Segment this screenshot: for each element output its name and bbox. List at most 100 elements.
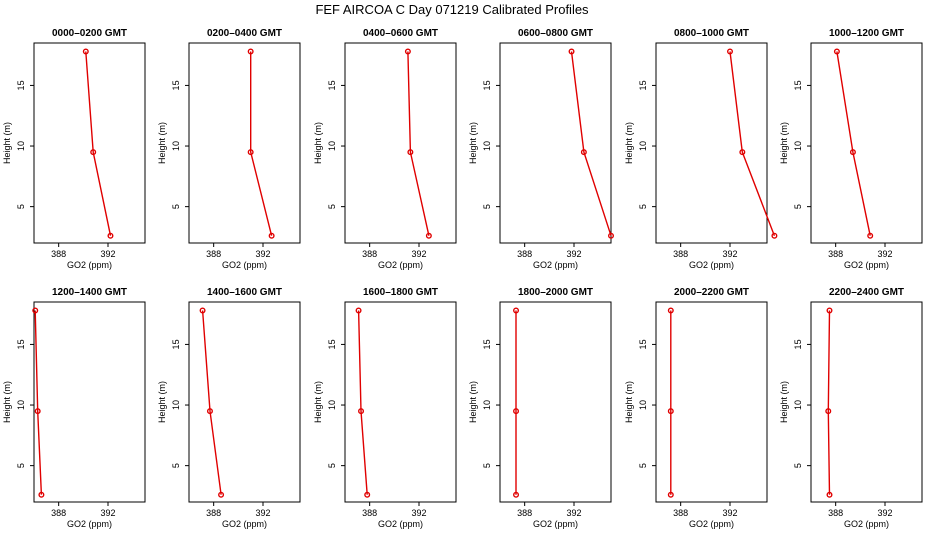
data-point — [107, 232, 114, 239]
data-point — [34, 408, 41, 415]
y-tick-label: 5 — [171, 463, 181, 468]
co2-profile-line — [85, 51, 112, 236]
y-tick-label: 15 — [16, 339, 26, 349]
x-tick-label: 388 — [828, 249, 843, 259]
data-point — [407, 149, 414, 156]
co2-profile-line — [827, 310, 831, 495]
co2-profile-line — [357, 310, 368, 495]
co2-profile-line — [34, 310, 43, 495]
data-point — [32, 307, 39, 314]
profile-panel: 0000–0200 GMT 388 392 5 10 15 GO2 (ppm) Height … — [2, 28, 146, 270]
panels-grid: 0000–0200 GMT 388 392 5 10 15 GO2 (ppm) Height … — [2, 28, 923, 529]
x-tick-label: 392 — [411, 249, 426, 259]
panel-title: 1200–1400 GMT — [52, 287, 127, 298]
y-tick-label: 5 — [793, 463, 803, 468]
data-point — [826, 491, 833, 498]
profile-panel: 0200–0400 GMT 388 392 5 10 15 GO2 (ppm) Height … — [157, 28, 301, 270]
co2-profile-line — [570, 51, 612, 236]
y-tick-label: 15 — [793, 339, 803, 349]
x-axis-label: GO2 (ppm) — [844, 260, 889, 270]
x-axis-label: GO2 (ppm) — [67, 519, 112, 529]
panel-title: 1400–1600 GMT — [207, 287, 282, 298]
y-tick-label: 10 — [482, 400, 492, 410]
x-tick-label: 392 — [100, 508, 115, 518]
co2-profile-line — [201, 310, 222, 495]
profile-panel: 0800–1000 GMT 388 392 5 10 15 GO2 (ppm) Height … — [624, 28, 778, 270]
x-tick-label: 392 — [722, 508, 737, 518]
y-tick-label: 5 — [638, 463, 648, 468]
y-tick-label: 10 — [171, 400, 181, 410]
y-tick-label: 10 — [793, 400, 803, 410]
panel-title: 2200–2400 GMT — [829, 287, 904, 298]
y-tick-label: 10 — [482, 141, 492, 151]
x-tick-label: 388 — [362, 508, 377, 518]
figure-title: FEF AIRCOA C Day 071219 Calibrated Profi… — [315, 2, 589, 17]
data-point — [826, 307, 833, 314]
panel-title: 1000–1200 GMT — [829, 28, 904, 39]
y-tick-label: 5 — [16, 204, 26, 209]
panel-title: 0200–0400 GMT — [207, 28, 282, 39]
x-tick-label: 388 — [673, 508, 688, 518]
x-axis-label: GO2 (ppm) — [689, 519, 734, 529]
x-tick-label: 388 — [51, 508, 66, 518]
co2-profile-line — [249, 51, 273, 236]
data-point — [355, 307, 362, 314]
data-point — [358, 408, 365, 415]
data-point — [268, 232, 275, 239]
y-axis-label: Height (m) — [624, 122, 634, 164]
profile-panel: 1400–1600 GMT 388 392 5 10 15 GO2 (ppm) Height … — [157, 287, 301, 529]
data-point — [825, 408, 832, 415]
data-point — [513, 408, 520, 415]
y-tick-label: 5 — [327, 463, 337, 468]
y-tick-label: 15 — [638, 80, 648, 90]
y-tick-label: 15 — [171, 339, 181, 349]
data-point — [82, 48, 89, 55]
x-tick-label: 388 — [517, 508, 532, 518]
y-tick-label: 10 — [327, 141, 337, 151]
plot-frame — [33, 301, 146, 503]
y-tick-label: 10 — [638, 400, 648, 410]
data-point — [90, 149, 97, 156]
data-point — [667, 491, 674, 498]
x-tick-label: 388 — [206, 249, 221, 259]
x-axis-label: GO2 (ppm) — [689, 260, 734, 270]
y-tick-label: 5 — [482, 463, 492, 468]
data-point — [513, 491, 520, 498]
panel-title: 1600–1800 GMT — [363, 287, 438, 298]
y-axis-label: Height (m) — [468, 122, 478, 164]
profile-panel: 1200–1400 GMT 388 392 5 10 15 GO2 (ppm) Height … — [2, 287, 146, 529]
y-axis-label: Height (m) — [2, 122, 12, 164]
data-point — [849, 149, 856, 156]
y-axis-label: Height (m) — [779, 122, 789, 164]
data-point — [568, 48, 575, 55]
y-axis-label: Height (m) — [313, 122, 323, 164]
y-axis-label: Height (m) — [468, 381, 478, 423]
y-tick-label: 5 — [16, 463, 26, 468]
panel-title: 0800–1000 GMT — [674, 28, 749, 39]
profile-panel: 1800–2000 GMT 388 392 5 10 15 GO2 (ppm) Height … — [468, 287, 612, 529]
data-point — [364, 491, 371, 498]
x-tick-label: 392 — [566, 249, 581, 259]
data-point — [247, 48, 254, 55]
data-point — [771, 232, 778, 239]
x-axis-label: GO2 (ppm) — [378, 519, 423, 529]
profile-panel: 2200–2400 GMT 388 392 5 10 15 GO2 (ppm) Height … — [779, 287, 923, 529]
plot-frame — [810, 301, 923, 503]
co2-profile-line — [407, 51, 430, 236]
panel-title: 0000–0200 GMT — [52, 28, 127, 39]
plot-frame — [188, 301, 301, 503]
x-axis-label: GO2 (ppm) — [222, 519, 267, 529]
plot-frame — [33, 42, 146, 244]
x-axis-label: GO2 (ppm) — [533, 519, 578, 529]
profile-panel: 0600–0800 GMT 388 392 5 10 15 GO2 (ppm) Height … — [468, 28, 615, 270]
x-axis-label: GO2 (ppm) — [378, 260, 423, 270]
data-point — [206, 408, 213, 415]
plot-frame — [499, 42, 612, 244]
y-tick-label: 5 — [638, 204, 648, 209]
x-axis-label: GO2 (ppm) — [844, 519, 889, 529]
y-tick-label: 10 — [638, 141, 648, 151]
plot-frame — [344, 42, 457, 244]
y-tick-label: 15 — [327, 339, 337, 349]
y-tick-label: 15 — [482, 339, 492, 349]
x-axis-label: GO2 (ppm) — [67, 260, 112, 270]
